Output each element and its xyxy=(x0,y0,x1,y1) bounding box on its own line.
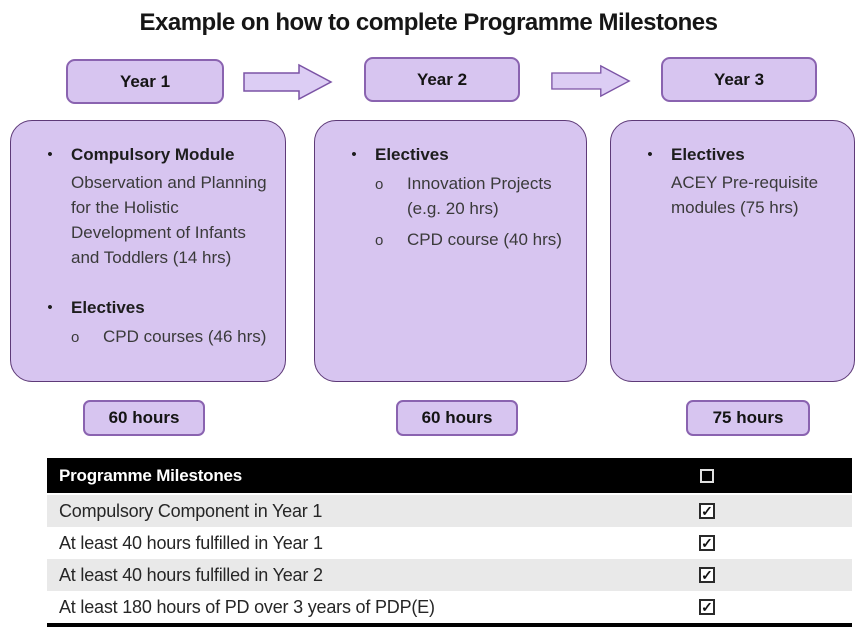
bullet-heading: Electives xyxy=(671,145,745,164)
list-item: • Compulsory Module xyxy=(29,145,275,165)
year-2-label: Year 2 xyxy=(416,69,468,89)
sub-item-text: CPD courses (46 hrs) xyxy=(103,327,267,346)
milestone-label: At least 40 hours fulfilled in Year 2 xyxy=(59,564,323,585)
circle-bullet-icon: o xyxy=(375,176,384,193)
milestone-label: Compulsory Component in Year 1 xyxy=(59,500,323,521)
milestone-check-cell: ✓ xyxy=(562,503,852,519)
bullet-icon: • xyxy=(47,146,53,163)
right-arrow-icon xyxy=(243,63,333,106)
bullet-icon: • xyxy=(647,146,653,163)
year-1-label: Year 1 xyxy=(119,71,171,91)
checked-checkbox-icon: ✓ xyxy=(699,535,715,551)
sub-list-item: o CPD course (40 hrs) xyxy=(375,227,576,253)
year-3-label: Year 3 xyxy=(713,69,765,89)
bullet-icon: • xyxy=(47,299,53,316)
list-item: • Electives xyxy=(629,145,844,165)
spacer xyxy=(29,270,275,298)
list-item: • Electives xyxy=(29,298,275,318)
sub-list-item: o CPD courses (46 hrs) xyxy=(71,324,275,350)
page-title: Example on how to complete Programme Mil… xyxy=(139,9,718,36)
year-2-content-box: • Electives o Innovation Projects (e.g. … xyxy=(314,120,587,382)
sub-item-text: CPD course (40 hrs) xyxy=(407,230,562,249)
sub-item-text: Innovation Projects (e.g. 20 hrs) xyxy=(407,174,552,218)
milestone-check-cell: ✓ xyxy=(562,567,852,583)
programme-milestones-table: Programme Milestones Compulsory Componen… xyxy=(47,458,852,627)
checked-checkbox-icon: ✓ xyxy=(699,599,715,615)
module-description: ACEY Pre-requisite modules (75 hrs) xyxy=(671,173,819,217)
year-1-box: Year 1 xyxy=(66,59,224,104)
hours-label: 60 hours xyxy=(421,408,493,427)
circle-bullet-icon: o xyxy=(375,232,384,249)
table-row: At least 40 hours fulfilled in Year 2 ✓ xyxy=(47,559,852,591)
hours-label: 60 hours xyxy=(108,408,180,427)
list-item: • Electives xyxy=(333,145,576,165)
year-1-hours-box: 60 hours xyxy=(83,400,205,436)
year-1-content-box: • Compulsory Module Observation and Plan… xyxy=(10,120,286,382)
bullet-icon: • xyxy=(351,146,357,163)
checked-checkbox-icon: ✓ xyxy=(699,503,715,519)
circle-bullet-icon: o xyxy=(71,329,80,346)
sub-list-item: o Innovation Projects (e.g. 20 hrs) xyxy=(375,171,576,221)
milestone-check-cell: ✓ xyxy=(562,535,852,551)
checked-checkbox-icon: ✓ xyxy=(699,567,715,583)
year-3-box: Year 3 xyxy=(661,57,817,102)
module-description: Observation and Planning for the Holisti… xyxy=(71,173,267,267)
table-header-check-cell xyxy=(562,468,852,483)
unchecked-checkbox-icon xyxy=(700,468,714,483)
hours-label: 75 hours xyxy=(712,408,784,427)
bullet-heading: Electives xyxy=(375,145,449,164)
table-header-row: Programme Milestones xyxy=(47,458,852,493)
table-row: At least 180 hours of PD over 3 years of… xyxy=(47,591,852,623)
table-row: At least 40 hours fulfilled in Year 1 ✓ xyxy=(47,527,852,559)
bullet-heading: Compulsory Module xyxy=(71,145,235,164)
milestone-label: At least 40 hours fulfilled in Year 1 xyxy=(59,532,323,553)
bullet-heading: Electives xyxy=(71,298,145,317)
milestone-check-cell: ✓ xyxy=(562,599,852,615)
table-row: Compulsory Component in Year 1 ✓ xyxy=(47,495,852,527)
year-2-hours-box: 60 hours xyxy=(396,400,518,436)
year-3-hours-box: 75 hours xyxy=(686,400,810,436)
table-header-title: Programme Milestones xyxy=(59,465,243,485)
year-3-content-box: • Electives ACEY Pre-requisite modules (… xyxy=(610,120,855,382)
right-arrow-icon xyxy=(551,62,631,105)
milestone-label: At least 180 hours of PD over 3 years of… xyxy=(59,596,435,617)
year-2-box: Year 2 xyxy=(364,57,520,102)
